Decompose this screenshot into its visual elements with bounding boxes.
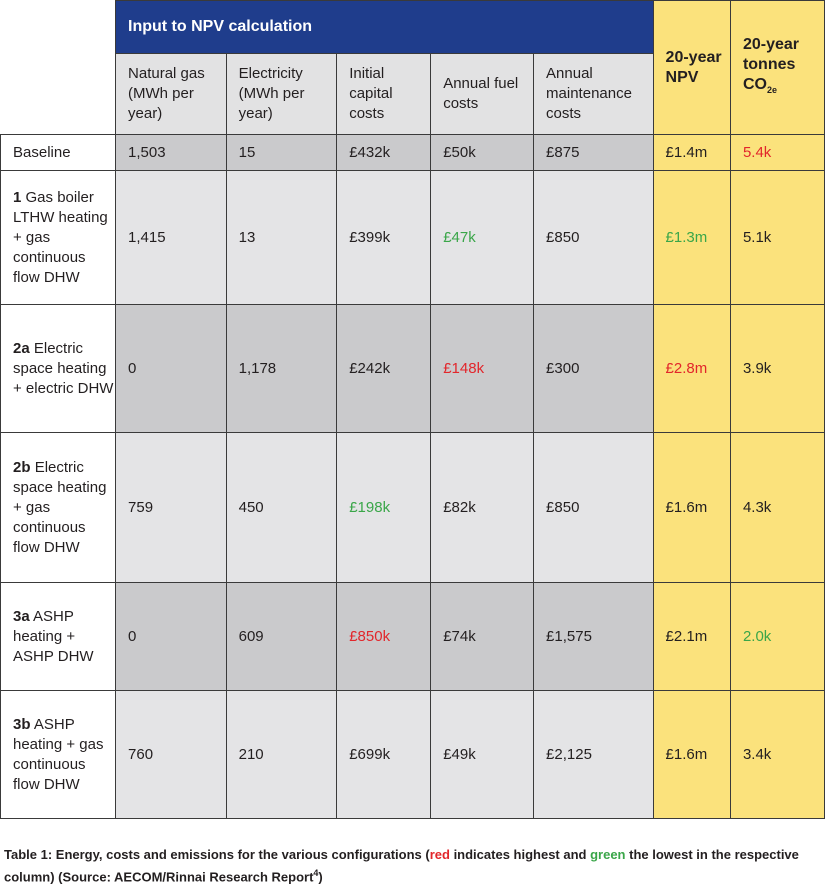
cell-npv: £1.6m <box>652 432 731 583</box>
row-label-text: ASHP heating + ASHP DHW <box>13 607 94 665</box>
npv-header: 20-year NPV <box>652 0 731 135</box>
row-number: 3b <box>13 715 31 733</box>
npv-table: Input to NPV calculation 20-year NPV 20-… <box>0 0 826 819</box>
caption-footnote: 4 <box>313 868 319 878</box>
cell-capital: £242k <box>336 304 432 433</box>
cell-capital: £198k <box>336 432 432 583</box>
cell-electricity: 1,178 <box>225 304 338 433</box>
cell-maintenance: £850 <box>533 432 654 583</box>
caption-red-word: red <box>429 847 450 862</box>
col-header-gas: Natural gas (MWh per year) <box>115 53 227 135</box>
col-header-capital: Initial capital costs <box>336 53 432 135</box>
table-row: Baseline 1,503 15 £432k £50k £875 £1.4m … <box>0 134 826 171</box>
co2-header-sub: 2e <box>766 85 777 96</box>
cell-electricity: 609 <box>225 582 338 691</box>
cell-capital: £399k <box>336 170 432 305</box>
group-header: Input to NPV calculation <box>115 0 654 54</box>
caption-part1: Table 1: Energy, costs and emissions for… <box>4 847 430 862</box>
cell-npv: £2.8m <box>652 304 731 433</box>
cell-npv: £1.4m <box>652 134 731 171</box>
cell-electricity: 450 <box>225 432 338 583</box>
row-label: Baseline <box>0 134 117 171</box>
cell-npv: £2.1m <box>652 582 731 691</box>
co2-header: 20-year tonnes CO2e <box>729 0 826 135</box>
cell-electricity: 15 <box>225 134 338 171</box>
cell-electricity: 210 <box>225 690 338 819</box>
col-header-fuel: Annual fuel costs <box>430 53 535 135</box>
row-number: 3a <box>13 607 30 625</box>
cell-gas: 0 <box>115 582 227 691</box>
cell-electricity: 13 <box>225 170 338 305</box>
cell-co2: 5.1k <box>729 170 826 305</box>
row-label: 2a Electric space heating + electric DHW <box>0 304 117 433</box>
table-row: 1 Gas boiler LTHW heating + gas continuo… <box>0 170 826 305</box>
cell-co2: 2.0k <box>729 582 826 691</box>
cell-npv: £1.3m <box>652 170 731 305</box>
cell-npv: £1.6m <box>652 690 731 819</box>
cell-gas: 1,415 <box>115 170 227 305</box>
caption-part2: indicates highest and <box>449 847 591 862</box>
cell-fuel: £74k <box>430 582 535 691</box>
co2-header-main: 20-year tonnes CO <box>742 35 799 93</box>
cell-fuel: £50k <box>430 134 535 171</box>
row-label: 3b ASHP heating + gas continuous flow DH… <box>0 690 117 819</box>
cell-capital: £699k <box>336 690 432 819</box>
cell-co2: 5.4k <box>729 134 826 171</box>
cell-co2: 3.9k <box>729 304 826 433</box>
row-number: 2a <box>13 339 30 357</box>
row-label: 2b Electric space heating + gas continuo… <box>0 432 117 583</box>
caption-part4: ) <box>318 869 323 885</box>
row-label-text: Baseline <box>13 143 71 161</box>
cell-co2: 4.3k <box>729 432 826 583</box>
caption-part3: the lowest in the respective column) (So… <box>4 847 799 885</box>
row-label-text: Electric space heating + electric DHW <box>13 339 114 397</box>
row-label-text: Gas boiler LTHW heating + gas continuous… <box>13 188 108 286</box>
cell-co2: 3.4k <box>729 690 826 819</box>
row-label: 1 Gas boiler LTHW heating + gas continuo… <box>0 170 117 305</box>
row-number: 2b <box>13 458 31 476</box>
cell-gas: 1,503 <box>115 134 227 171</box>
cell-maintenance: £875 <box>533 134 654 171</box>
cell-fuel: £82k <box>430 432 535 583</box>
cell-gas: 0 <box>115 304 227 433</box>
row-label: 3a ASHP heating + ASHP DHW <box>0 582 117 691</box>
cell-capital: £850k <box>336 582 432 691</box>
table-row: 3b ASHP heating + gas continuous flow DH… <box>0 690 826 819</box>
row-number: 1 <box>13 188 22 206</box>
cell-maintenance: £850 <box>533 170 654 305</box>
cell-maintenance: £2,125 <box>533 690 654 819</box>
cell-gas: 760 <box>115 690 227 819</box>
corner-blank <box>0 0 117 135</box>
col-header-maintenance: Annual maintenance costs <box>533 53 654 135</box>
cell-fuel: £47k <box>430 170 535 305</box>
col-header-electricity: Electricity (MWh per year) <box>225 53 338 135</box>
table-row: 2a Electric space heating + electric DHW… <box>0 304 826 433</box>
cell-maintenance: £1,575 <box>533 582 654 691</box>
table-row: 3a ASHP heating + ASHP DHW 0 609 £850k £… <box>0 582 826 691</box>
row-label-text: Electric space heating + gas continuous … <box>13 458 107 556</box>
cell-gas: 759 <box>115 432 227 583</box>
row-label-text: ASHP heating + gas continuous flow DHW <box>13 715 104 793</box>
cell-fuel: £148k <box>430 304 535 433</box>
cell-capital: £432k <box>336 134 432 171</box>
cell-fuel: £49k <box>430 690 535 819</box>
table-row: 2b Electric space heating + gas continuo… <box>0 432 826 583</box>
cell-maintenance: £300 <box>533 304 654 433</box>
table-caption: Table 1: Energy, costs and emissions for… <box>4 845 824 886</box>
caption-green-word: green <box>590 847 626 862</box>
